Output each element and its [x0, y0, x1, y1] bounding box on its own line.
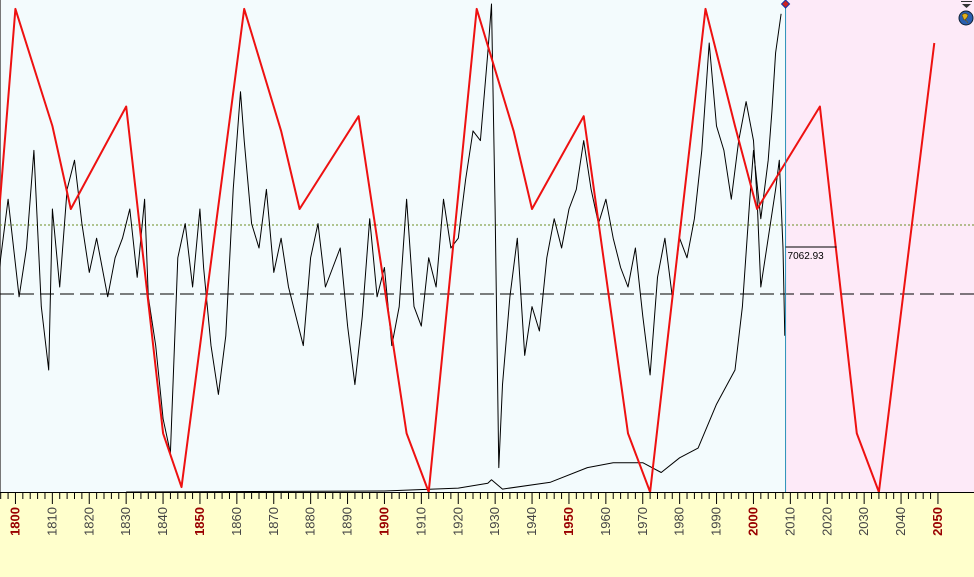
x-tick-label: 1910	[413, 507, 428, 536]
x-tick-label: 2030	[856, 507, 871, 536]
x-tick-label: 1920	[450, 507, 465, 536]
cursor-marker-icon[interactable]	[780, 0, 791, 9]
x-tick-label: 1850	[192, 507, 207, 536]
x-tick-label: 1810	[44, 507, 59, 536]
x-tick-label: 1870	[266, 507, 281, 536]
scroll-down-icon[interactable]	[961, 1, 972, 9]
x-tick-label: 1820	[81, 507, 96, 536]
x-tick-label: 1940	[524, 507, 539, 536]
x-axis: 1800 1810 1820 1830 1840 1850 1860 1870 1880 1890…	[0, 492, 974, 536]
x-axis-tick-labels: 1800 1810 1820 1830 1840 1850 1860 1870 1880 1890…	[7, 507, 945, 536]
current-value-label: 7062.93	[788, 251, 825, 262]
x-axis-ticks	[0, 492, 939, 504]
x-axis-background	[0, 492, 974, 577]
cycle-series	[0, 7, 936, 493]
x-tick-label: 1980	[672, 507, 687, 536]
x-tick-label: 2050	[930, 507, 945, 536]
oscillator-line	[0, 3, 786, 469]
x-tick-label: 1990	[709, 507, 724, 536]
x-tick-label: 1900	[376, 507, 391, 536]
x-tick-label: 1860	[229, 507, 244, 536]
x-tick-label: 2040	[893, 507, 908, 536]
x-tick-label: 1950	[561, 507, 576, 536]
x-tick-label: 1970	[635, 507, 650, 536]
x-tick-label: 1890	[340, 507, 355, 536]
projection-zone	[785, 0, 974, 492]
x-tick-label: 1830	[118, 507, 133, 536]
x-tick-label: 2010	[782, 507, 797, 536]
x-tick-label: 1840	[155, 507, 170, 536]
cycle-line	[0, 7, 936, 493]
oscillator-series	[0, 3, 786, 469]
x-tick-label: 1880	[303, 507, 318, 536]
x-tick-label: 1800	[7, 507, 22, 536]
x-tick-label: 1930	[487, 507, 502, 536]
globe-icon[interactable]	[958, 10, 974, 26]
x-tick-label: 2020	[819, 507, 834, 536]
x-tick-label: 1960	[598, 507, 613, 536]
x-tick-label: 2000	[745, 507, 760, 536]
